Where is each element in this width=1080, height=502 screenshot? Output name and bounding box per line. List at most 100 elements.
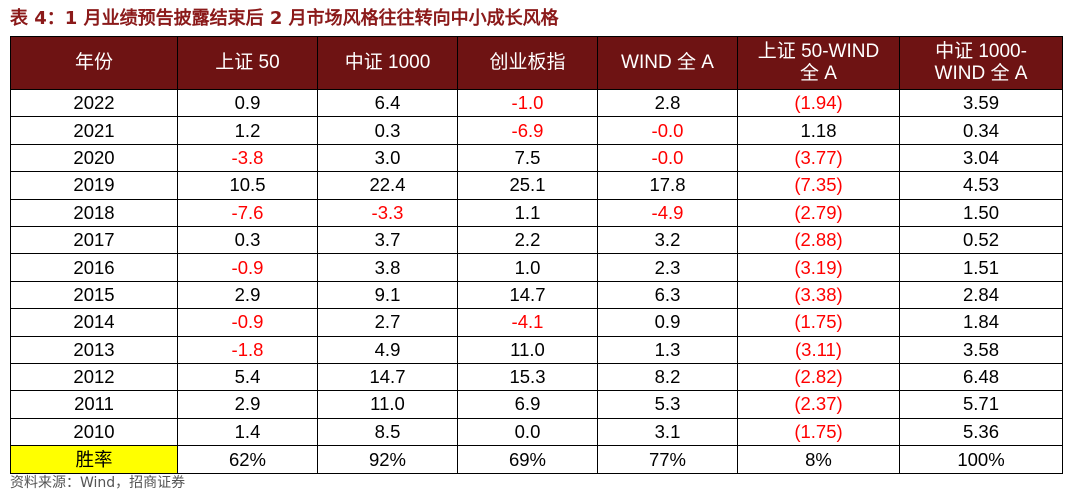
cell-cyb: 11.0 bbox=[457, 335, 598, 364]
cell-sz50: 2.9 bbox=[177, 280, 318, 310]
cell-wind: 3.2 bbox=[597, 225, 738, 255]
table-row: 2015 2.9 9.1 14.7 6.3 (3.38) 2.84 bbox=[10, 280, 1063, 310]
cell-sz50: 1.4 bbox=[177, 417, 318, 447]
cell-cyb: 1.1 bbox=[457, 198, 598, 227]
cell-wind: 2.3 bbox=[597, 253, 738, 282]
cell-d1: (3.38) bbox=[737, 280, 900, 310]
cell-d2: 4.53 bbox=[899, 171, 1063, 200]
cell-year: 2021 bbox=[10, 116, 178, 145]
cell-d1: (2.82) bbox=[737, 362, 900, 392]
cell-cyb: 6.9 bbox=[457, 390, 598, 419]
cell-wind: -0.0 bbox=[597, 143, 738, 173]
winrate-row: 胜率 62% 92% 69% 77% 8% 100% bbox=[10, 445, 1063, 475]
cell-wind: 1.3 bbox=[597, 335, 738, 364]
header-wind: WIND 全 A bbox=[597, 36, 738, 90]
cell-d2: 1.84 bbox=[899, 308, 1063, 337]
header-zz1000-minus-wind: 中证 1000-WIND 全 A bbox=[899, 36, 1063, 90]
header-cyb: 创业板指 bbox=[457, 36, 598, 90]
cell-sz50: 10.5 bbox=[177, 171, 318, 200]
cell-cyb: -6.9 bbox=[457, 116, 598, 145]
table-row: 2010 1.4 8.5 0.0 3.1 (1.75) 5.36 bbox=[10, 417, 1063, 447]
cell-zz1000: 3.0 bbox=[317, 143, 458, 173]
cell-cyb: 14.7 bbox=[457, 280, 598, 310]
cell-d2: 3.58 bbox=[899, 335, 1063, 364]
winrate-d1: 8% bbox=[737, 445, 900, 475]
cell-cyb: 25.1 bbox=[457, 171, 598, 200]
source-note: 资料来源：Wind，招商证券 bbox=[10, 475, 186, 491]
cell-d1: (2.37) bbox=[737, 390, 900, 419]
cell-cyb: 15.3 bbox=[457, 362, 598, 392]
cell-year: 2014 bbox=[10, 308, 178, 337]
table-row: 2011 2.9 11.0 6.9 5.3 (2.37) 5.71 bbox=[10, 390, 1063, 419]
cell-wind: 2.8 bbox=[597, 88, 738, 118]
winrate-wind: 77% bbox=[597, 445, 738, 475]
cell-d2: 2.84 bbox=[899, 280, 1063, 310]
table-body: 2022 0.9 6.4 -1.0 2.8 (1.94) 3.59 2021 1.2 0.3 -6.… bbox=[10, 88, 1063, 475]
cell-d2: 5.71 bbox=[899, 390, 1063, 419]
cell-cyb: 0.0 bbox=[457, 417, 598, 447]
cell-cyb: -1.0 bbox=[457, 88, 598, 118]
winrate-zz1000: 92% bbox=[317, 445, 458, 475]
cell-d1: (3.11) bbox=[737, 335, 900, 364]
table-row: 2020 -3.8 3.0 7.5 -0.0 (3.77) 3.04 bbox=[10, 143, 1063, 173]
performance-table: 年份 上证 50 中证 1000 创业板指 WIND 全 A 上证 50-WIN… bbox=[10, 36, 1063, 475]
cell-zz1000: 2.7 bbox=[317, 308, 458, 337]
cell-year: 2018 bbox=[10, 198, 178, 227]
cell-year: 2020 bbox=[10, 143, 178, 173]
cell-year: 2019 bbox=[10, 171, 178, 200]
cell-zz1000: 14.7 bbox=[317, 362, 458, 392]
cell-sz50: -0.9 bbox=[177, 253, 318, 282]
winrate-label: 胜率 bbox=[10, 445, 178, 475]
header-row: 年份 上证 50 中证 1000 创业板指 WIND 全 A 上证 50-WIN… bbox=[10, 36, 1063, 90]
cell-d1: (1.75) bbox=[737, 308, 900, 337]
cell-d2: 1.50 bbox=[899, 198, 1063, 227]
cell-cyb: -4.1 bbox=[457, 308, 598, 337]
cell-wind: 6.3 bbox=[597, 280, 738, 310]
winrate-sz50: 62% bbox=[177, 445, 318, 475]
cell-sz50: -1.8 bbox=[177, 335, 318, 364]
cell-cyb: 7.5 bbox=[457, 143, 598, 173]
winrate-d2: 100% bbox=[899, 445, 1063, 475]
cell-d1: (3.77) bbox=[737, 143, 900, 173]
cell-year: 2011 bbox=[10, 390, 178, 419]
header-year: 年份 bbox=[10, 36, 178, 90]
header-zz1000: 中证 1000 bbox=[317, 36, 458, 90]
cell-d1: (3.19) bbox=[737, 253, 900, 282]
cell-sz50: -0.9 bbox=[177, 308, 318, 337]
cell-sz50: -7.6 bbox=[177, 198, 318, 227]
table-row: 2022 0.9 6.4 -1.0 2.8 (1.94) 3.59 bbox=[10, 88, 1063, 118]
cell-d2: 0.34 bbox=[899, 116, 1063, 145]
cell-d1: 1.18 bbox=[737, 116, 900, 145]
header-sz50-minus-wind: 上证 50-WIND 全 A bbox=[737, 36, 900, 90]
cell-wind: 0.9 bbox=[597, 308, 738, 337]
table-row: 2018 -7.6 -3.3 1.1 -4.9 (2.79) 1.50 bbox=[10, 198, 1063, 227]
cell-d2: 1.51 bbox=[899, 253, 1063, 282]
cell-zz1000: 4.9 bbox=[317, 335, 458, 364]
table-row: 2017 0.3 3.7 2.2 3.2 (2.88) 0.52 bbox=[10, 225, 1063, 255]
header-sz50: 上证 50 bbox=[177, 36, 318, 90]
cell-zz1000: 11.0 bbox=[317, 390, 458, 419]
cell-sz50: 2.9 bbox=[177, 390, 318, 419]
cell-zz1000: 3.7 bbox=[317, 225, 458, 255]
cell-cyb: 2.2 bbox=[457, 225, 598, 255]
cell-year: 2013 bbox=[10, 335, 178, 364]
cell-d1: (2.79) bbox=[737, 198, 900, 227]
cell-year: 2022 bbox=[10, 88, 178, 118]
table-row: 2016 -0.9 3.8 1.0 2.3 (3.19) 1.51 bbox=[10, 253, 1063, 282]
table-title: 表 4：1 月业绩预告披露结束后 2 月市场风格往往转向中小成长风格 bbox=[10, 8, 559, 29]
cell-d1: (1.94) bbox=[737, 88, 900, 118]
cell-d2: 3.04 bbox=[899, 143, 1063, 173]
cell-sz50: 0.3 bbox=[177, 225, 318, 255]
cell-wind: 5.3 bbox=[597, 390, 738, 419]
cell-year: 2010 bbox=[10, 417, 178, 447]
cell-year: 2016 bbox=[10, 253, 178, 282]
cell-sz50: 0.9 bbox=[177, 88, 318, 118]
cell-sz50: 1.2 bbox=[177, 116, 318, 145]
cell-cyb: 1.0 bbox=[457, 253, 598, 282]
cell-d2: 6.48 bbox=[899, 362, 1063, 392]
table-row: 2012 5.4 14.7 15.3 8.2 (2.82) 6.48 bbox=[10, 362, 1063, 392]
cell-d2: 3.59 bbox=[899, 88, 1063, 118]
cell-sz50: 5.4 bbox=[177, 362, 318, 392]
cell-year: 2015 bbox=[10, 280, 178, 310]
cell-wind: 3.1 bbox=[597, 417, 738, 447]
